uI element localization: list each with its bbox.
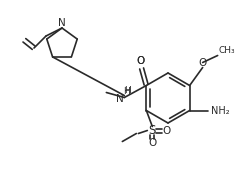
Text: NH₂: NH₂: [211, 105, 229, 115]
Text: O: O: [148, 138, 156, 147]
Text: O: O: [199, 59, 207, 68]
Text: N: N: [58, 18, 66, 28]
Text: O: O: [136, 56, 145, 66]
Text: N: N: [116, 94, 124, 105]
Text: S: S: [149, 124, 156, 137]
Text: H: H: [123, 87, 130, 96]
Text: H: H: [124, 86, 131, 95]
Text: O: O: [162, 125, 171, 136]
Text: CH₃: CH₃: [219, 46, 235, 55]
Text: O: O: [136, 57, 145, 67]
